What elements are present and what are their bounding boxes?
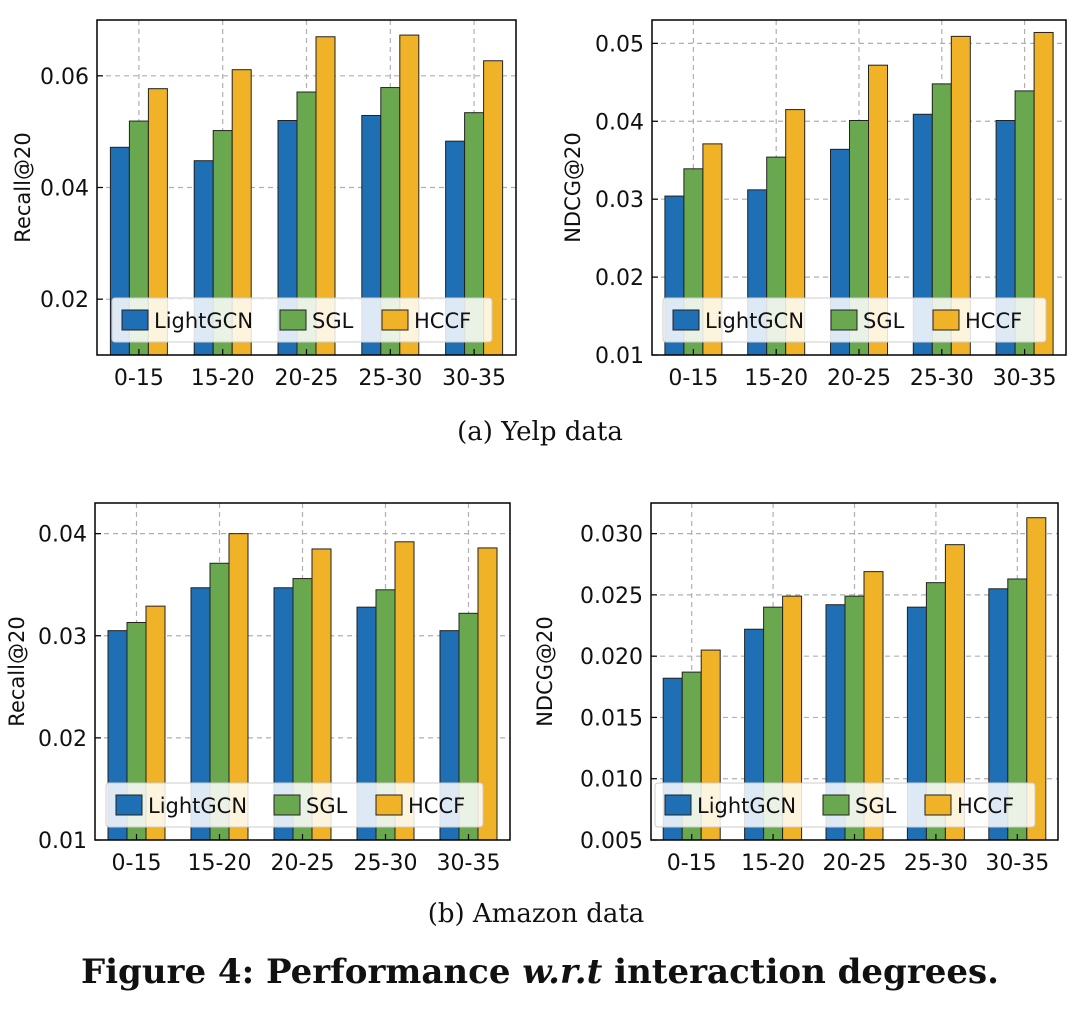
x-tick-label: 0-15 [668,366,718,391]
figure-caption: Figure 4: Performance w.r.t interaction … [81,952,999,992]
x-tick-label: 30-35 [993,366,1057,391]
x-tick-label: 25-30 [354,851,418,876]
figure-caption-prefix: Figure 4: Performance [81,952,522,992]
x-tick-label: 0-15 [667,851,717,876]
y-tick-label: 0.05 [595,32,644,57]
legend-label-hccf: HCCF [408,794,465,818]
y-tick-label: 0.03 [38,625,87,650]
legend-label-lightgcn: LightGCN [705,309,804,333]
y-tick-label: 0.015 [580,706,643,731]
y-tick-label: 0.02 [40,288,89,313]
legend-swatch-hccf [375,794,403,816]
figure-caption-suffix: interaction degrees. [602,952,999,992]
y-tick-label: 0.030 [580,523,643,548]
legend-label-sgl: SGL [863,309,905,333]
legend-label-hccf: HCCF [965,309,1022,333]
plot-frame [94,502,511,841]
x-tick-label: 20-25 [271,851,335,876]
y-tick-label: 0.04 [40,177,89,202]
x-tick-label: 15-20 [741,851,805,876]
legend-swatch-hccf [924,794,952,816]
legend-swatch-hccf [932,309,960,331]
legend-label-hccf: HCCF [957,794,1014,818]
x-tick-label: 15-20 [191,366,255,391]
plot-frame [96,19,517,356]
y-tick-label: 0.020 [580,645,643,670]
legend-swatch-sgl [830,309,858,331]
y-tick-label: 0.01 [38,829,87,854]
x-tick-label: 25-30 [910,366,974,391]
x-tick-label: 0-15 [112,851,162,876]
y-axis-label: Recall@20 [11,132,35,242]
y-tick-label: 0.005 [580,829,643,854]
legend-label-hccf: HCCF [414,309,471,333]
legend-swatch-lightgcn [664,794,692,816]
legend-swatch-sgl [273,794,301,816]
chart-yelp-ndcg: 0.01 0.02 0.03 0.04 0.05 0-15 15-20 20-25 25-30 3… [561,19,1067,391]
chart-amazon-recall: 0.01 0.02 0.03 0.04 0-15 15-20 20-25 25-30 30-35… [5,502,511,876]
y-tick-label: 0.02 [595,266,644,291]
x-tick-label: 0-15 [114,366,164,391]
subcaption-b: (b) Amazon data [428,899,645,929]
legend: LightGCN SGL HCCF [105,782,484,828]
y-tick-label: 0.04 [595,110,644,135]
legend-label-sgl: SGL [306,794,348,818]
legend-swatch-lightgcn [672,309,700,331]
legend-label-lightgcn: LightGCN [148,794,247,818]
x-tick-label: 20-25 [827,366,891,391]
legend-label-lightgcn: LightGCN [697,794,796,818]
y-tick-label: 0.04 [38,523,87,548]
legend: LightGCN SGL HCCF [662,297,1047,343]
legend: LightGCN SGL HCCF [111,297,493,343]
x-tick-label: 20-25 [823,851,887,876]
legend-label-lightgcn: LightGCN [154,309,253,333]
legend-label-sgl: SGL [855,794,897,818]
y-tick-label: 0.01 [595,344,644,369]
y-tick-label: 0.06 [40,65,89,90]
legend-label-sgl: SGL [312,309,354,333]
legend-swatch-hccf [381,309,409,331]
x-tick-label: 30-35 [437,851,501,876]
y-axis-label: NDCG@20 [561,132,585,243]
x-tick-label: 25-30 [904,851,968,876]
x-tick-label: 20-25 [275,366,339,391]
plot-frame [651,19,1067,356]
y-tick-label: 0.025 [580,584,643,609]
legend: LightGCN SGL HCCF [654,782,1036,828]
legend-swatch-sgl [822,794,850,816]
legend-swatch-lightgcn [115,794,143,816]
legend-swatch-sgl [279,309,307,331]
plot-frame [650,502,1059,841]
chart-amazon-ndcg: 0.005 0.010 0.015 0.020 0.025 0.030 0-15 15-20 2… [533,502,1059,876]
y-axis-label: NDCG@20 [533,616,557,727]
y-tick-label: 0.010 [580,768,643,793]
chart-yelp-recall: 0.02 0.04 0.06 0-15 15-20 20-25 25-30 30-35 Reca… [11,19,517,391]
x-tick-label: 25-30 [358,366,422,391]
chart-panels: 0.02 0.04 0.06 0-15 15-20 20-25 25-30 30-35 Reca… [5,19,1067,876]
legend-swatch-lightgcn [121,309,149,331]
x-tick-label: 30-35 [442,366,506,391]
x-tick-label: 15-20 [188,851,252,876]
figure-caption-italic: w.r.t [522,952,602,992]
y-tick-label: 0.02 [38,727,87,752]
y-axis-label: Recall@20 [5,616,29,726]
subcaption-a: (a) Yelp data [457,417,623,447]
y-tick-label: 0.03 [595,188,644,213]
x-tick-label: 15-20 [744,366,808,391]
x-tick-label: 30-35 [985,851,1049,876]
